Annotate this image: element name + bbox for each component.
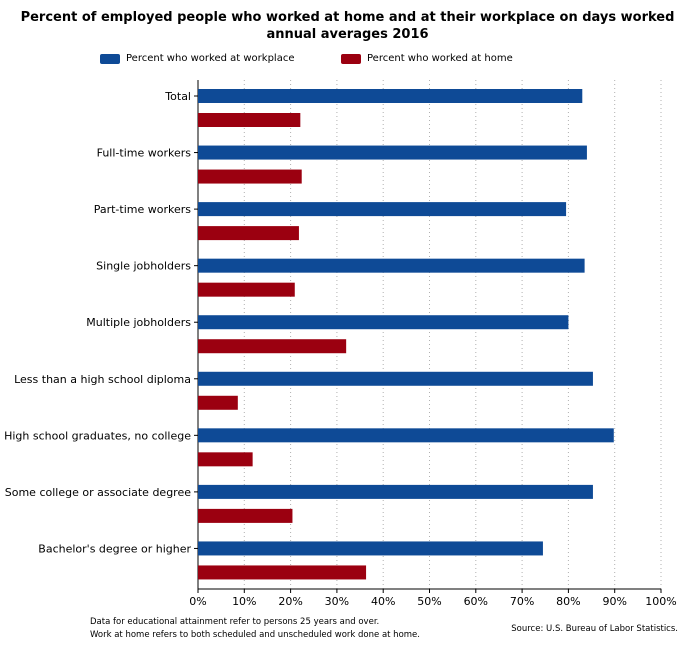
footnote-2: Work at home refers to both scheduled an…	[90, 630, 420, 640]
bar-home	[198, 395, 238, 410]
y-category-label: Total	[164, 90, 191, 103]
y-category-label: Less than a high school diploma	[14, 373, 191, 386]
bar-workplace	[198, 145, 587, 160]
legend-swatch-workplace	[100, 53, 120, 64]
bar-home	[198, 565, 367, 580]
bar-home	[198, 169, 302, 184]
legend-item-workplace: Percent who worked at workplace	[100, 53, 294, 64]
source-note: Source: U.S. Bureau of Labor Statistics.	[511, 624, 678, 634]
legend-label-workplace: Percent who worked at workplace	[126, 53, 295, 64]
chart-title-line-2: annual averages 2016	[266, 27, 429, 42]
y-category-label: Bachelor's degree or higher	[38, 542, 191, 555]
legend-swatch-home	[341, 53, 361, 64]
y-category-label: High school graduates, no college	[4, 429, 191, 442]
bar-workplace	[198, 89, 583, 103]
y-category-label: Multiple jobholders	[86, 316, 191, 329]
x-tick-label: 60%	[464, 595, 488, 608]
bar-workplace	[198, 428, 614, 443]
x-tick-label: 50%	[417, 595, 441, 608]
x-tick-label: 0%	[189, 595, 206, 608]
bar-home	[198, 339, 347, 354]
bar-workplace	[198, 258, 585, 273]
x-tick-label: 80%	[556, 595, 580, 608]
legend-label-home: Percent who worked at home	[367, 53, 513, 64]
bar-home	[198, 508, 293, 523]
bar-home	[198, 226, 299, 241]
footnote-1: Data for educational attainment refer to…	[90, 617, 380, 627]
footnotes: Data for educational attainment refer to…	[90, 616, 420, 642]
bar-workplace	[198, 541, 543, 556]
y-category-label: Full-time workers	[97, 147, 192, 160]
y-category-label: Single jobholders	[96, 260, 191, 273]
y-category-label: Part-time workers	[94, 203, 192, 216]
chart-legend: Percent who worked at workplace Percent …	[0, 53, 695, 69]
x-tick-label: 90%	[602, 595, 626, 608]
bar-workplace	[198, 315, 569, 330]
x-tick-label: 70%	[510, 595, 534, 608]
bar-home	[198, 282, 295, 297]
bar-workplace	[198, 484, 593, 499]
chart-title: Percent of employed people who worked at…	[0, 9, 695, 43]
y-category-label: Some college or associate degree	[5, 486, 191, 499]
bar-workplace	[198, 202, 567, 217]
chart-title-line-1: Percent of employed people who worked at…	[20, 10, 675, 25]
x-tick-label: 100%	[645, 595, 676, 608]
x-tick-label: 20%	[278, 595, 302, 608]
legend-item-home: Percent who worked at home	[341, 53, 513, 64]
bar-home	[198, 113, 301, 127]
x-tick-label: 40%	[371, 595, 395, 608]
x-tick-label: 10%	[232, 595, 256, 608]
bar-home	[198, 452, 253, 467]
bar-workplace	[198, 371, 593, 386]
x-tick-label: 30%	[325, 595, 349, 608]
